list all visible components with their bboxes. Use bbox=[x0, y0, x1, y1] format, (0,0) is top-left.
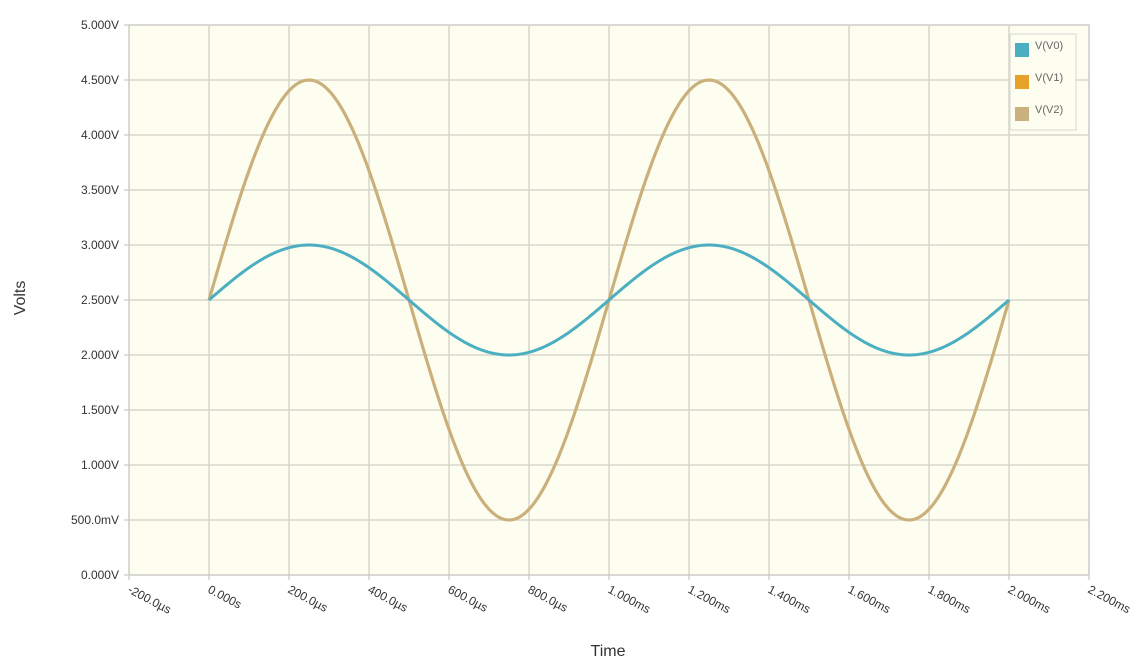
y-tick-label: 4.500V bbox=[81, 73, 119, 87]
y-tick-label: 5.000V bbox=[81, 18, 119, 32]
x-tick-label: 2.200ms bbox=[1086, 582, 1133, 616]
legend-label: V(V0) bbox=[1035, 40, 1063, 52]
y-tick-label: 4.000V bbox=[81, 128, 119, 142]
y-axis-ticks: 0.000V 500.0mV 1.000V 1.500V 2.000V 2.500V 3.0… bbox=[71, 18, 119, 582]
series-lines bbox=[207, 78, 1011, 522]
x-axis-ticks: -200.0µs 0.000s 200.0µs 400.0µs 600.0µs 800.0… bbox=[126, 582, 1133, 616]
x-tick-label: 1.600ms bbox=[846, 582, 893, 616]
y-tick-label: 0.000V bbox=[81, 568, 119, 582]
x-tick-label: 2.000ms bbox=[1006, 582, 1053, 616]
legend-swatch bbox=[1015, 107, 1029, 121]
grid-lines bbox=[124, 24, 1090, 580]
legend-label: V(V1) bbox=[1035, 72, 1063, 84]
x-tick-label: 1.800ms bbox=[926, 582, 973, 616]
x-tick-label: 200.0µs bbox=[286, 582, 330, 615]
y-tick-label: 2.000V bbox=[81, 348, 119, 362]
x-tick-label: -200.0µs bbox=[126, 582, 174, 616]
y-axis-title: Volts bbox=[12, 281, 29, 316]
y-tick-label: 1.500V bbox=[81, 403, 119, 417]
plot-frame bbox=[128, 24, 1090, 576]
legend-swatch bbox=[1015, 43, 1029, 57]
x-tick-label: 1.200ms bbox=[686, 582, 733, 616]
x-tick-label: 1.400ms bbox=[766, 582, 813, 616]
legend: V(V0) V(V1) V(V2) bbox=[1009, 33, 1077, 131]
x-tick-label: 1.000ms bbox=[606, 582, 653, 616]
y-tick-label: 3.500V bbox=[81, 183, 119, 197]
series-line-vv0 bbox=[208, 243, 1010, 357]
y-tick-label: 2.500V bbox=[81, 293, 119, 307]
x-tick-label: 600.0µs bbox=[446, 582, 490, 615]
y-tick-label: 500.0mV bbox=[71, 513, 119, 527]
x-tick-label: 0.000s bbox=[206, 582, 244, 611]
legend-swatch bbox=[1015, 75, 1029, 89]
x-axis-title: Time bbox=[591, 643, 626, 660]
y-tick-label: 3.000V bbox=[81, 238, 119, 252]
legend-label: V(V2) bbox=[1035, 104, 1063, 116]
y-tick-label: 1.000V bbox=[81, 458, 119, 472]
x-tick-label: 400.0µs bbox=[366, 582, 410, 615]
x-tick-label: 800.0µs bbox=[526, 582, 570, 615]
